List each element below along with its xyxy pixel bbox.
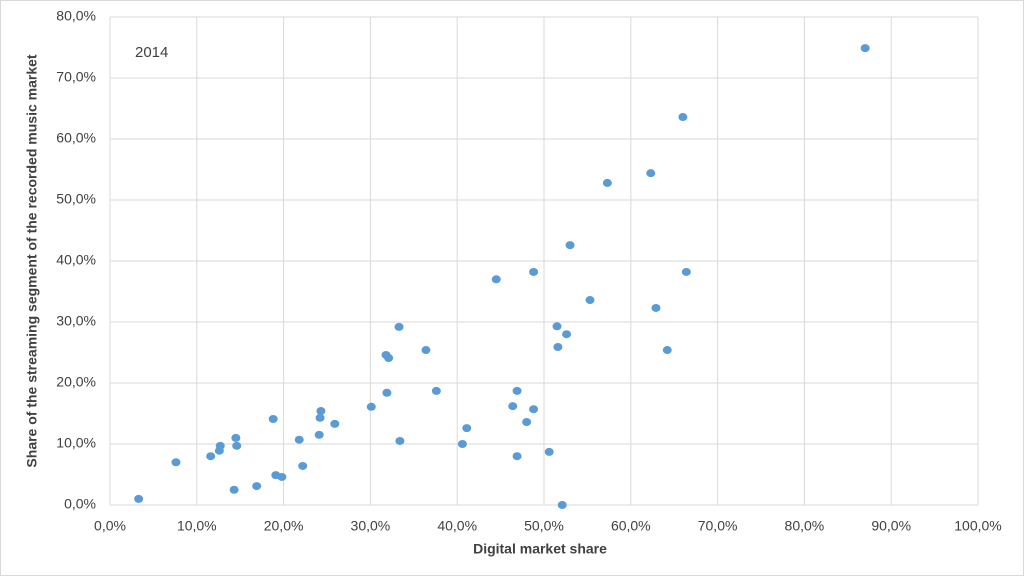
point — [394, 322, 404, 331]
point — [552, 322, 562, 331]
point — [529, 405, 539, 414]
point — [681, 267, 691, 276]
point — [522, 418, 532, 427]
point — [206, 452, 216, 461]
x-tick-label: 20,0% — [264, 518, 304, 534]
point — [602, 178, 612, 187]
point — [421, 346, 431, 355]
point — [565, 241, 575, 250]
point — [512, 452, 522, 461]
y-tick-label: 40,0% — [56, 252, 96, 268]
point — [662, 346, 672, 355]
y-tick-label: 20,0% — [56, 374, 96, 390]
x-tick-label: 60,0% — [611, 518, 651, 534]
y-tick-label: 80,0% — [56, 8, 96, 24]
y-tick-label: 0,0% — [64, 496, 96, 512]
x-tick-label: 50,0% — [524, 518, 564, 534]
x-tick-label: 100,0% — [954, 518, 1001, 534]
point — [508, 402, 518, 411]
y-tick-label: 50,0% — [56, 191, 96, 207]
point — [252, 482, 262, 491]
point — [646, 169, 656, 178]
point — [395, 436, 405, 445]
point — [557, 501, 567, 509]
point — [366, 402, 376, 411]
point — [229, 485, 239, 494]
point — [294, 435, 304, 444]
point — [316, 407, 326, 416]
point — [562, 330, 572, 339]
point — [268, 414, 278, 423]
point — [215, 441, 225, 450]
y-tick-label: 30,0% — [56, 313, 96, 329]
point — [544, 447, 554, 456]
x-tick-label: 0,0% — [94, 518, 126, 534]
point — [277, 472, 287, 481]
y-axis-title: Share of the streaming segment of the re… — [24, 54, 40, 467]
y-tick-label: 70,0% — [56, 69, 96, 85]
point — [314, 430, 324, 439]
point — [512, 386, 522, 395]
point — [384, 353, 394, 362]
point — [315, 413, 325, 422]
point — [134, 494, 144, 503]
point — [678, 113, 688, 122]
point — [298, 461, 308, 470]
point — [585, 296, 595, 305]
point — [232, 441, 242, 450]
x-tick-label: 70,0% — [698, 518, 738, 534]
x-tick-label: 10,0% — [177, 518, 217, 534]
point — [491, 275, 501, 284]
point — [231, 433, 241, 442]
annotation: 2014 — [135, 44, 168, 61]
y-tick-label: 10,0% — [56, 435, 96, 451]
x-axis-title: Digital market share — [473, 541, 607, 557]
point — [529, 267, 539, 276]
x-tick-label: 40,0% — [437, 518, 477, 534]
point — [462, 424, 472, 433]
point — [860, 44, 870, 53]
point — [171, 458, 181, 467]
point — [553, 343, 563, 352]
point — [330, 419, 340, 428]
x-tick-label: 80,0% — [785, 518, 825, 534]
point — [651, 303, 661, 312]
point — [382, 388, 392, 397]
point — [457, 440, 467, 448]
x-tick-label: 90,0% — [871, 518, 911, 534]
x-tick-label: 30,0% — [351, 518, 391, 534]
y-tick-label: 60,0% — [56, 130, 96, 146]
point — [431, 386, 441, 395]
